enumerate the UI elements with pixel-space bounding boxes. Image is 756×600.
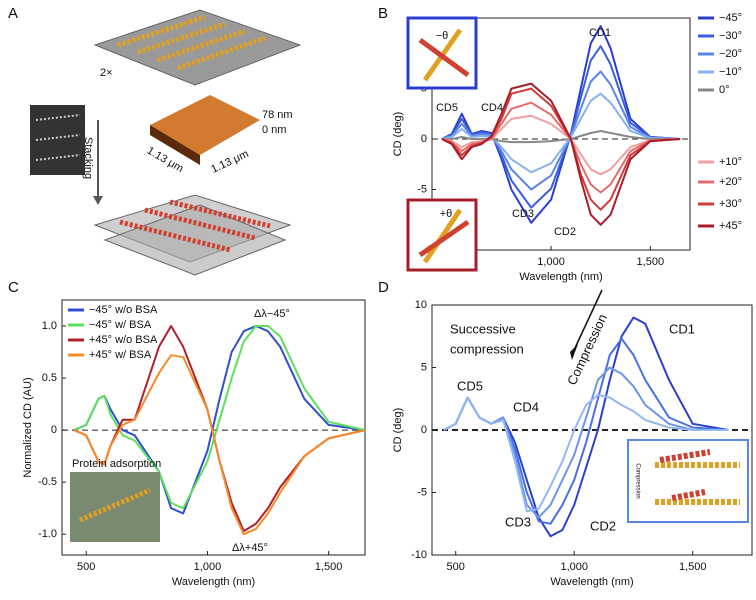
panel-label: A [8, 5, 18, 22]
series-line [441, 114, 681, 176]
series-line [73, 354, 366, 536]
y-axis-label: Normalized CD (AU) [22, 377, 34, 477]
rod [418, 219, 470, 258]
rod [418, 37, 470, 78]
label: 78 nm [262, 109, 293, 121]
label: 1.13 μm [209, 148, 250, 176]
annotation: CD2 [554, 226, 576, 238]
x-tick-label: 1,000 [194, 561, 222, 573]
plot-frame [61, 299, 366, 556]
legend-label: +10° [719, 156, 742, 168]
panel-a: A 2× Stacking 78 nm 0 nm 1.13 μm 1.13 μm [8, 5, 302, 276]
rods [119, 199, 271, 253]
annotation: CD4 [513, 399, 539, 414]
y-tick-label: -1.0 [38, 528, 57, 540]
x-tick-label: 500 [447, 561, 465, 573]
legend-label: −45° w/o BSA [89, 304, 158, 316]
x-tick-label: 1,500 [679, 561, 707, 573]
rod [422, 208, 463, 264]
rod [79, 487, 151, 523]
y-tick-label: -0.5 [38, 476, 57, 488]
panel-label: D [378, 279, 389, 296]
label: 0 nm [262, 124, 286, 136]
legend-label: −30° [719, 30, 742, 42]
rod [671, 489, 706, 501]
afm-image [150, 95, 260, 155]
series-line [441, 92, 681, 174]
legend-label: 0° [719, 84, 730, 96]
x-tick-label: 1,500 [637, 256, 665, 268]
afm-side [150, 125, 200, 165]
y-tick-label: 0 [421, 424, 427, 436]
panel-label: B [378, 5, 388, 22]
annotation: compression [450, 341, 524, 356]
label: Stacking [82, 137, 94, 179]
annotation: CD1 [589, 27, 611, 39]
series-line [441, 130, 681, 144]
legend-label: +20° [719, 176, 742, 188]
y-tick-label: -5 [417, 486, 427, 498]
plot-frame [431, 17, 691, 251]
arrow-head [570, 344, 578, 360]
x-tick-label: 1,000 [537, 256, 565, 268]
legend-label: −10° [719, 66, 742, 78]
series-line [441, 25, 681, 224]
y-axis-label: CD (deg) [392, 112, 404, 157]
series-line [441, 70, 681, 191]
panel-label: C [8, 279, 19, 296]
annotation: Successive [450, 321, 516, 336]
legend-label: +45° [719, 220, 742, 232]
annotation: Δλ+45° [232, 542, 268, 554]
arrow [574, 289, 603, 349]
annotation: CD3 [505, 514, 531, 529]
series-line [441, 82, 681, 226]
annotation: Compression [634, 463, 640, 498]
series-line [441, 101, 681, 194]
annotation: +θ [440, 208, 453, 220]
y-tick-label: 0.5 [42, 372, 57, 384]
sem-rods [35, 114, 81, 161]
y-tick-label: 10 [415, 299, 427, 311]
y-tick-label: 0 [421, 133, 427, 145]
x-axis-label: Wavelength (nm) [519, 271, 602, 283]
y-tick-label: -10 [411, 549, 427, 561]
inset-box [627, 439, 749, 523]
annotation: CD1 [669, 321, 695, 336]
legend-label: +45° w/ BSA [89, 349, 152, 361]
legend-label: −20° [719, 48, 742, 60]
x-tick-label: 1,500 [315, 561, 343, 573]
y-axis-label: CD (deg) [392, 408, 404, 453]
annotation: Protein adsorption [72, 458, 161, 470]
y-tick-label: -5 [417, 183, 427, 195]
annotation: CD2 [590, 518, 616, 533]
legend-label: −45° [719, 12, 742, 24]
series-line [73, 325, 366, 510]
rods [117, 14, 266, 71]
legend-label: +30° [719, 198, 742, 210]
y-tick-label: 1.0 [42, 320, 57, 332]
y-tick-label: 5 [421, 361, 427, 373]
series-line [443, 394, 729, 513]
x-axis-label: Wavelength (nm) [550, 576, 633, 588]
overlay-text: −45° −30° −20° −10° 0° +10° +20° +30° +45° CD1 CD2… [68, 12, 742, 554]
annotation: CD4 [481, 102, 503, 114]
annotation: CD5 [457, 378, 483, 393]
legend-label: −45° w/ BSA [89, 319, 152, 331]
x-axis-label: Wavelength (nm) [172, 576, 255, 588]
insets [70, 16, 749, 542]
annotation: −θ [436, 30, 449, 42]
annotation: CD5 [436, 102, 458, 114]
series-line [441, 45, 681, 209]
y-tick-label: 0 [51, 424, 57, 436]
annotation: CD3 [512, 208, 534, 220]
x-tick-label: 1,000 [560, 561, 588, 573]
x-tick-label: 500 [77, 561, 95, 573]
annotation: Δλ−45° [254, 308, 290, 320]
label: 2× [100, 67, 113, 79]
legend-label: +45° w/o BSA [89, 334, 158, 346]
arrow-head [93, 196, 103, 205]
rod [659, 449, 711, 463]
